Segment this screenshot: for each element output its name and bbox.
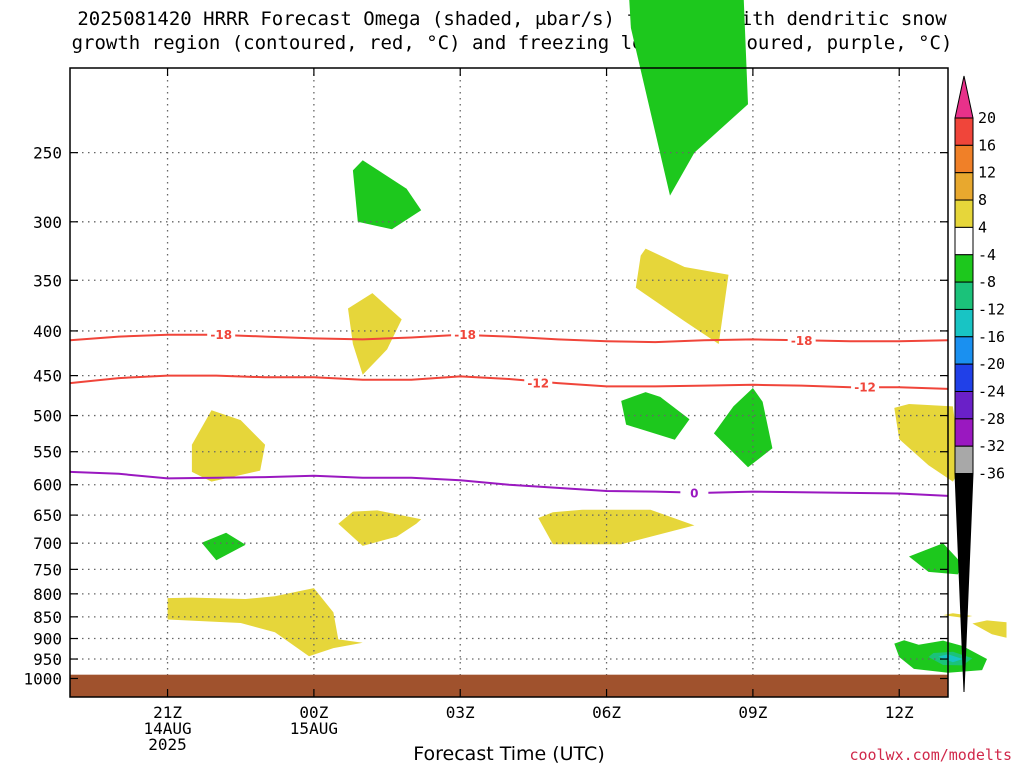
contour-label: -12 bbox=[854, 381, 876, 395]
axes: 250 300 350 400 450 500 550 600 650 700 750 800 850 9… bbox=[23, 67, 949, 754]
y-tick-label: 500 bbox=[33, 407, 62, 426]
colorbar-top-arrow bbox=[954, 75, 974, 119]
colorbar-swatch bbox=[954, 281, 974, 310]
omega-region bbox=[352, 160, 422, 230]
x-tick-label: 2025 bbox=[148, 735, 187, 754]
y-tick-label: 600 bbox=[33, 476, 62, 495]
y-tick-label: 700 bbox=[33, 534, 62, 553]
colorbar-label: -32 bbox=[978, 437, 1005, 455]
colorbar-swatch bbox=[954, 391, 974, 420]
contour-label-bg bbox=[524, 376, 553, 391]
omega-region bbox=[621, 392, 690, 440]
omega-region bbox=[713, 388, 773, 468]
y-tick-label: 750 bbox=[33, 560, 62, 579]
colorbar-label: -16 bbox=[978, 328, 1005, 346]
contour-line bbox=[69, 374, 949, 390]
omega-region bbox=[909, 543, 963, 575]
contour-label-bg bbox=[851, 380, 880, 395]
colorbar: 20 16 12 8 4 -4 -8 -12 -16 -20 -24 -28 -32 -36 bbox=[954, 75, 1005, 693]
y-tick-label: 350 bbox=[33, 271, 62, 290]
credit-link[interactable]: coolwx.com/modelts bbox=[849, 746, 1012, 764]
contour-label-bg bbox=[680, 485, 709, 500]
contour-line bbox=[69, 333, 949, 344]
contour-line bbox=[69, 470, 949, 497]
colorbar-label: -4 bbox=[978, 246, 996, 264]
omega-region bbox=[894, 404, 963, 482]
colorbar-swatch bbox=[954, 308, 974, 338]
colorbar-label: 12 bbox=[978, 164, 996, 182]
colorbar-swatch bbox=[954, 254, 974, 283]
omega-region bbox=[191, 410, 266, 482]
colorbar-label: 20 bbox=[978, 109, 996, 127]
omega-region bbox=[338, 510, 422, 546]
y-tick-label: 300 bbox=[33, 213, 62, 232]
y-tick-label: 650 bbox=[33, 506, 62, 525]
contour-label-bg bbox=[787, 333, 816, 348]
colorbar-swatch bbox=[954, 363, 974, 392]
omega-region bbox=[972, 620, 1007, 638]
omega-region bbox=[938, 654, 963, 663]
colorbar-swatch bbox=[954, 199, 974, 228]
omega-region bbox=[348, 293, 402, 375]
colorbar-label: -8 bbox=[978, 273, 996, 291]
x-axis-label: Forecast Time (UTC) bbox=[413, 743, 605, 765]
y-tick-label: 1000 bbox=[23, 669, 62, 688]
colorbar-swatch bbox=[954, 226, 974, 256]
colorbar-swatch bbox=[954, 144, 974, 174]
x-tick-label: 00Z bbox=[299, 703, 328, 722]
contour-lines: -18 -18 -18 -12 -12 0 bbox=[69, 327, 949, 500]
x-tick-label: 12Z bbox=[885, 703, 914, 722]
ground-surface bbox=[70, 674, 948, 697]
colorbar-swatch bbox=[954, 117, 974, 146]
y-tick-label: 250 bbox=[33, 144, 62, 163]
colorbar-swatch bbox=[954, 336, 974, 365]
y-tick-label: 400 bbox=[33, 322, 62, 341]
colorbar-label: 16 bbox=[978, 136, 996, 154]
x-tick-label: 03Z bbox=[446, 703, 475, 722]
omega-region bbox=[538, 509, 695, 545]
contour-label-bg bbox=[451, 327, 480, 342]
colorbar-label: 4 bbox=[978, 218, 987, 236]
colorbar-label: -28 bbox=[978, 410, 1005, 428]
contour-label: 0 bbox=[690, 486, 698, 500]
colorbar-swatch bbox=[954, 445, 974, 475]
colorbar-swatch bbox=[954, 172, 974, 201]
colorbar-label: -12 bbox=[978, 300, 1005, 318]
x-tick-label: 06Z bbox=[592, 703, 621, 722]
plot-frame bbox=[69, 67, 949, 698]
contour-label: -18 bbox=[210, 328, 232, 342]
colorbar-label: 8 bbox=[978, 191, 987, 209]
colorbar-label: -36 bbox=[978, 465, 1005, 483]
grid-lines bbox=[70, 68, 948, 697]
omega-region bbox=[629, 0, 748, 196]
colorbar-label: -24 bbox=[978, 383, 1005, 401]
omega-region bbox=[201, 532, 246, 561]
x-tick-label: 21Z bbox=[153, 703, 182, 722]
y-tick-label: 800 bbox=[33, 585, 62, 604]
contour-label: -18 bbox=[454, 328, 476, 342]
x-tick-label: 09Z bbox=[738, 703, 767, 722]
x-tick-label: 15AUG bbox=[290, 719, 338, 738]
y-tick-label: 950 bbox=[33, 650, 62, 669]
x-tick-label: 14AUG bbox=[143, 719, 191, 738]
omega-regions bbox=[167, 0, 1007, 673]
omega-region bbox=[167, 588, 363, 657]
y-tick-label: 550 bbox=[33, 443, 62, 462]
y-tick-label: 900 bbox=[33, 630, 62, 649]
colorbar-label: -20 bbox=[978, 355, 1005, 373]
colorbar-swatch bbox=[954, 418, 974, 447]
contour-label: -18 bbox=[791, 334, 813, 348]
y-tick-label: 850 bbox=[33, 608, 62, 627]
contour-label: -12 bbox=[527, 377, 549, 391]
contour-label-bg bbox=[207, 327, 236, 342]
colorbar-bottom-arrow bbox=[954, 473, 974, 693]
omega-region bbox=[635, 248, 729, 344]
y-tick-label: 450 bbox=[33, 367, 62, 386]
